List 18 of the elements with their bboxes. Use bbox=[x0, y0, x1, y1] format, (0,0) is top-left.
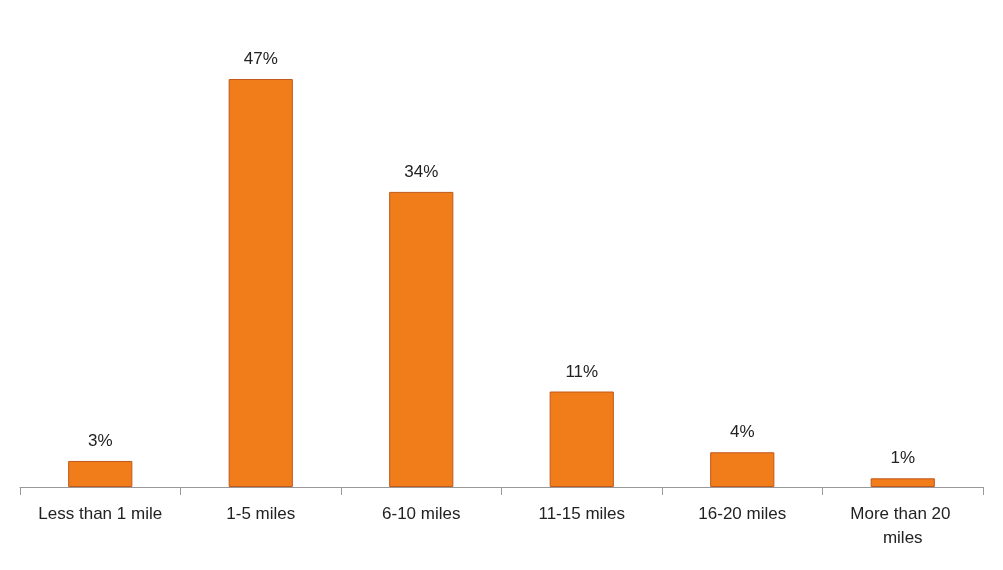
x-tick-label: Less than 1 mile bbox=[38, 503, 163, 523]
x-tick-label: 11-15 miles bbox=[538, 503, 626, 523]
x-tick-label: 6-10 miles bbox=[382, 503, 461, 523]
data-label: 3% bbox=[87, 430, 113, 450]
x-tick-label: More than 20 miles bbox=[850, 503, 956, 547]
bar bbox=[389, 191, 454, 487]
data-label: 1% bbox=[890, 448, 916, 468]
data-label: 4% bbox=[729, 422, 755, 442]
bar bbox=[549, 391, 614, 487]
data-label: 47% bbox=[243, 49, 278, 69]
bar bbox=[710, 452, 775, 487]
x-tick-label: 1-5 miles bbox=[226, 503, 296, 523]
x-tick-label: 16-20 miles bbox=[698, 503, 787, 523]
bar bbox=[68, 460, 133, 487]
bar bbox=[870, 478, 935, 487]
data-label: 11% bbox=[565, 361, 599, 381]
bar bbox=[228, 79, 293, 487]
data-label: 34% bbox=[404, 161, 439, 181]
